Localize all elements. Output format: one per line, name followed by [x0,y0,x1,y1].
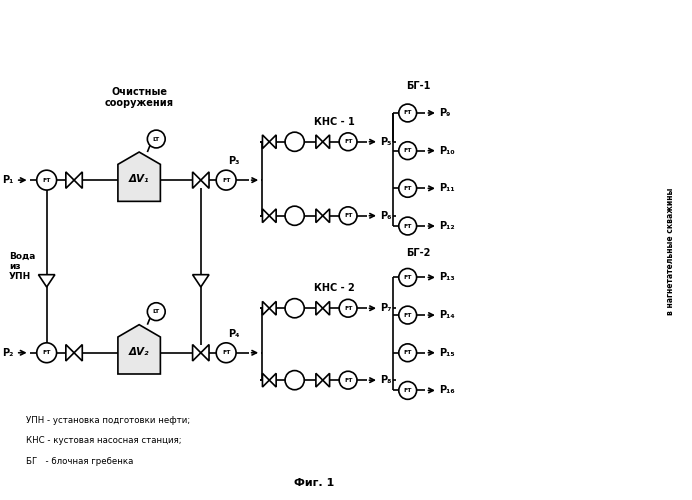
Text: FT: FT [403,275,412,280]
Text: FT: FT [42,178,51,182]
Circle shape [285,298,304,318]
Circle shape [399,217,417,235]
Circle shape [399,268,417,286]
Text: FT: FT [403,186,412,191]
Circle shape [216,170,236,190]
Text: FT: FT [403,312,412,318]
Polygon shape [201,172,209,188]
Text: FT: FT [344,213,352,218]
Polygon shape [118,152,161,202]
Text: P₅: P₅ [381,137,392,147]
Text: P₁₆: P₁₆ [439,386,455,396]
Text: FT: FT [403,110,412,116]
Circle shape [339,133,357,150]
Circle shape [339,300,357,317]
Polygon shape [66,172,74,188]
Text: P₁₅: P₁₅ [439,348,455,358]
Circle shape [399,180,417,198]
Text: FT: FT [403,388,412,393]
Text: ΔV₁: ΔV₁ [129,174,149,184]
Text: P₁₄: P₁₄ [439,310,455,320]
Text: БГ-1: БГ-1 [406,81,431,91]
Text: FT: FT [344,306,352,310]
Text: P₁₃: P₁₃ [439,272,455,282]
Text: Вода
из
УПН: Вода из УПН [9,252,35,282]
Polygon shape [262,135,269,148]
Circle shape [147,302,165,320]
Polygon shape [66,344,74,361]
Polygon shape [316,209,322,222]
Polygon shape [262,209,269,222]
Text: LT: LT [153,309,160,314]
Polygon shape [322,302,329,315]
Polygon shape [74,172,82,188]
Circle shape [339,207,357,224]
Circle shape [37,170,57,190]
Text: Фиг. 1: Фиг. 1 [293,478,334,488]
Text: P₉: P₉ [439,108,450,118]
Polygon shape [322,135,329,148]
Polygon shape [269,209,276,222]
Circle shape [339,372,357,389]
Text: P₁₂: P₁₂ [439,221,455,231]
Text: P₁₁: P₁₁ [439,184,455,194]
Text: КНС - кустовая насосная станция;: КНС - кустовая насосная станция; [26,436,182,446]
Text: P₈: P₈ [381,375,392,385]
Text: P₄: P₄ [228,329,239,339]
Circle shape [37,343,57,362]
Polygon shape [269,374,276,387]
Circle shape [216,343,236,362]
Text: КНС - 2: КНС - 2 [314,283,355,293]
Text: FT: FT [344,378,352,382]
Circle shape [399,306,417,324]
Polygon shape [322,209,329,222]
Polygon shape [316,135,322,148]
Polygon shape [316,374,322,387]
Text: P₃: P₃ [228,156,239,166]
Text: FT: FT [222,178,230,182]
Text: P₂: P₂ [2,348,14,358]
Text: FT: FT [403,148,412,153]
Polygon shape [192,344,201,361]
Circle shape [285,370,304,390]
Polygon shape [192,274,209,287]
Text: FT: FT [222,350,230,356]
Text: P₆: P₆ [381,210,392,220]
Circle shape [399,344,417,362]
Text: КНС - 1: КНС - 1 [314,116,355,126]
Text: FT: FT [42,350,51,356]
Text: P₁: P₁ [2,175,14,185]
Polygon shape [74,344,82,361]
Text: FT: FT [344,140,352,144]
Text: P₁₀: P₁₀ [439,146,455,156]
Text: FT: FT [403,224,412,228]
Polygon shape [192,172,201,188]
Text: Очистные
сооружения: Очистные сооружения [104,86,174,108]
Polygon shape [118,324,161,374]
Text: УПН - установка подготовки нефти;: УПН - установка подготовки нефти; [26,416,190,425]
Text: ΔV₂: ΔV₂ [129,347,149,357]
Text: LT: LT [153,136,160,141]
Circle shape [399,104,417,122]
Polygon shape [39,274,55,287]
Text: FT: FT [403,350,412,356]
Circle shape [285,132,304,152]
Polygon shape [316,302,322,315]
Polygon shape [322,374,329,387]
Circle shape [285,206,304,226]
Polygon shape [262,302,269,315]
Text: P₇: P₇ [381,303,392,313]
Circle shape [399,382,417,400]
Polygon shape [262,374,269,387]
Circle shape [399,142,417,160]
Circle shape [147,130,165,148]
Polygon shape [269,135,276,148]
Text: БГ-2: БГ-2 [406,248,431,258]
Text: БГ   - блочная гребенка: БГ - блочная гребенка [26,457,134,466]
Polygon shape [201,344,209,361]
Text: в нагнетательные скважины: в нагнетательные скважины [666,188,675,316]
Polygon shape [269,302,276,315]
